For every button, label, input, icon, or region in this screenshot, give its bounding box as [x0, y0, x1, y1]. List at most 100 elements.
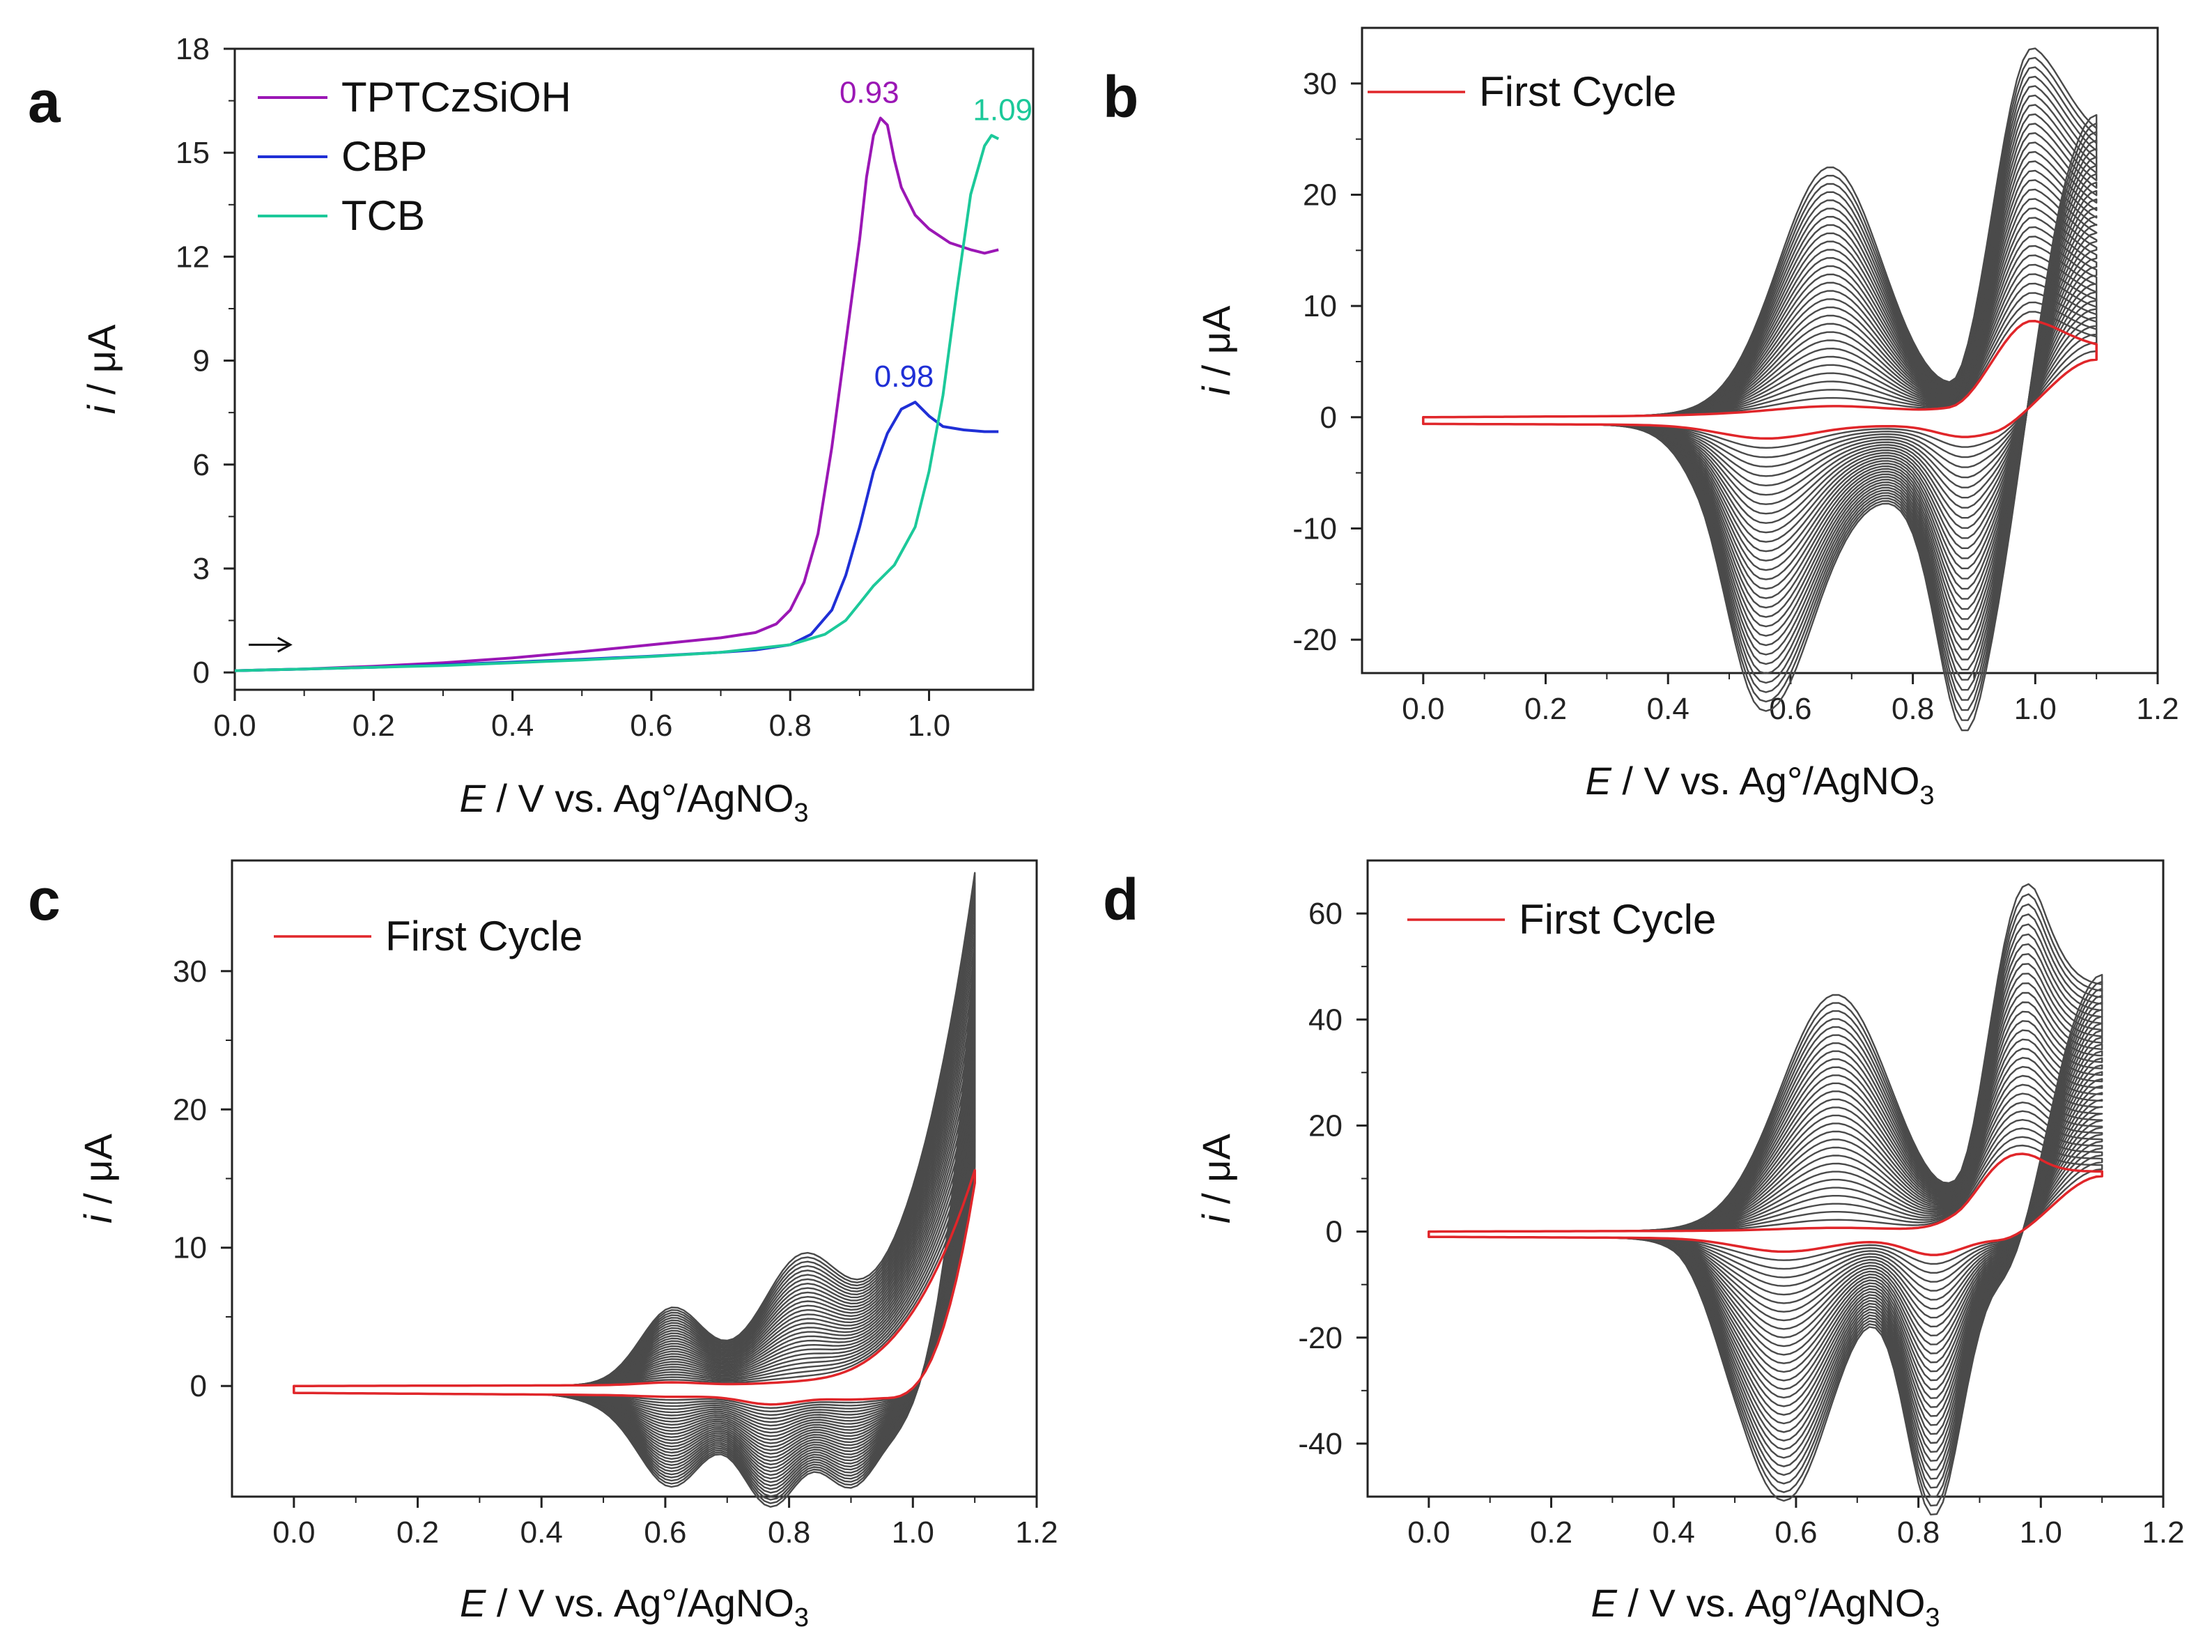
x-tick-label: 1.2: [2142, 1515, 2184, 1550]
peak-value-label: 0.93: [840, 75, 899, 109]
y-tick-label: 40: [1308, 1003, 1343, 1037]
y-tick-label: -20: [1292, 623, 1337, 657]
y-axis-title: i / μA: [76, 1133, 120, 1223]
peak-value-label: 0.98: [874, 360, 934, 394]
x-axis-title-text: / V vs. Ag°/AgNO: [486, 1581, 794, 1625]
panel-d: 0.0 0.2 0.4 0.6 0.8 1.0 1.2 -40 -20 0 20 40 60 E / V …: [1103, 859, 2185, 1632]
x-tick-label: 0.4: [491, 709, 534, 743]
y-axis-title-symbol: i: [1194, 385, 1238, 395]
x-tick-label: 0.2: [396, 1515, 439, 1550]
cycle-trace: [293, 1015, 976, 1458]
plot-frame: [1361, 26, 2159, 674]
y-tick-label: 60: [1308, 897, 1343, 931]
x-tick-label: 0.6: [644, 1515, 686, 1550]
y-axis-title-text: / μA: [1194, 305, 1238, 387]
x-axis-title-subscript: 3: [1925, 1603, 1940, 1632]
x-tick-label: 0.2: [1530, 1515, 1572, 1550]
x-tick-label: 0.6: [1769, 692, 1811, 726]
series-line-cbp: [234, 401, 999, 672]
y-axis-title: i / μA: [1194, 1133, 1238, 1223]
y-axis-title: i / μA: [79, 324, 123, 414]
y-tick-label: 20: [1303, 178, 1337, 212]
x-axis-title-symbol: E: [1585, 759, 1611, 803]
panel-a: 0.0 0.2 0.4 0.6 0.8 1.0 0 3 6 9 12 15 18 E / V vs. Ag…: [28, 32, 1035, 828]
y-tick-label: 6: [193, 448, 210, 482]
x-tick-label: 0.4: [520, 1515, 563, 1550]
cycle-trace: [293, 1026, 976, 1455]
y-tick-label: 30: [173, 955, 207, 989]
panel-letter: c: [28, 867, 61, 932]
y-axis-title-symbol: i: [79, 404, 123, 414]
y-tick-label: 0: [1326, 1215, 1343, 1249]
y-axis-title-text: / μA: [79, 324, 123, 406]
y-tick-label: 10: [1303, 289, 1337, 323]
panel-letter: a: [28, 69, 61, 134]
x-tick-label: 0.0: [1402, 692, 1444, 726]
peak-value-label: 1.09: [973, 93, 1032, 127]
legend-label: First Cycle: [1479, 68, 1676, 115]
x-axis-title-symbol: E: [1591, 1581, 1617, 1625]
legend-label: TPTCzSiOH: [341, 74, 571, 121]
x-axis-title-symbol: E: [459, 776, 486, 820]
cycle-trace: [1428, 1065, 2103, 1345]
x-tick-label: 0.6: [1774, 1515, 1817, 1550]
y-axis-title-symbol: i: [1194, 1214, 1238, 1223]
y-tick-label: 9: [193, 344, 210, 378]
x-tick-label: 0.4: [1647, 692, 1689, 726]
x-tick-label: 1.0: [908, 709, 950, 743]
x-axis-title: E / V vs. Ag°/AgNO3: [1591, 1581, 1940, 1632]
scan-direction-arrowhead: [277, 637, 293, 653]
x-tick-label: 1.2: [1015, 1515, 1058, 1550]
x-axis-title-subscript: 3: [1919, 781, 1934, 810]
y-tick-label: 20: [173, 1093, 207, 1127]
x-tick-label: 0.8: [769, 709, 812, 743]
series-line-tcb: [234, 134, 1000, 672]
x-tick-label: 0.2: [353, 709, 395, 743]
x-axis-title: E / V vs. Ag°/AgNO3: [460, 1581, 809, 1632]
x-axis-title: E / V vs. Ag°/AgNO3: [1585, 759, 1934, 810]
first-cycle-trace: [1428, 1152, 2103, 1256]
y-axis-title-symbol: i: [76, 1214, 120, 1223]
y-tick-label: -40: [1298, 1427, 1343, 1461]
x-axis-title-symbol: E: [460, 1581, 486, 1625]
legend-label: First Cycle: [385, 913, 582, 959]
y-tick-label: 15: [176, 136, 210, 170]
legend-label: First Cycle: [1519, 896, 1716, 943]
panel-letter: b: [1103, 64, 1138, 130]
cycle-trace: [1428, 1056, 2103, 1354]
x-tick-label: 1.2: [2136, 692, 2179, 726]
y-tick-label: 0: [190, 1369, 207, 1403]
legend-label: CBP: [341, 133, 427, 180]
x-tick-label: 0.4: [1653, 1515, 1695, 1550]
cycle-trace: [293, 1035, 976, 1451]
y-axis-title: i / μA: [1194, 305, 1238, 395]
x-tick-label: 0.6: [630, 709, 672, 743]
cycle-trace: [1422, 47, 2098, 732]
x-tick-label: 0.8: [768, 1515, 810, 1550]
y-tick-label: 0: [1320, 401, 1337, 435]
y-tick-label: -10: [1292, 511, 1337, 546]
x-tick-label: 0.0: [1407, 1515, 1450, 1550]
y-tick-label: -20: [1298, 1321, 1343, 1355]
x-axis-title-text: / V vs. Ag°/AgNO: [1617, 1581, 1926, 1625]
y-tick-label: 12: [176, 240, 210, 274]
series-line-tptczsioh: [234, 116, 999, 672]
y-tick-label: 0: [193, 656, 210, 690]
x-tick-label: 1.0: [2020, 1515, 2062, 1550]
x-axis-title: E / V vs. Ag°/AgNO3: [459, 776, 808, 828]
y-tick-label: 18: [176, 32, 210, 66]
x-tick-label: 1.0: [892, 1515, 934, 1550]
cycle-traces: [1428, 883, 2103, 1515]
x-tick-label: 0.0: [272, 1515, 315, 1550]
panel-b: 0.0 0.2 0.4 0.6 0.8 1.0 1.2 -20 -10 0 10 20 30 E / V …: [1103, 26, 2179, 810]
panel-c: 0.0 0.2 0.4 0.6 0.8 1.0 1.2 0 10 20 30 E / V vs. Ag…: [28, 859, 1058, 1632]
x-axis-title-subscript: 3: [794, 1603, 809, 1632]
cycle-traces: [293, 872, 976, 1508]
y-tick-label: 10: [173, 1231, 207, 1265]
x-axis-title-text: / V vs. Ag°/AgNO: [486, 776, 794, 820]
first-cycle-trace: [1422, 320, 2098, 440]
x-axis-title-subscript: 3: [794, 798, 808, 828]
y-tick-label: 20: [1308, 1109, 1343, 1143]
x-tick-label: 0.0: [213, 709, 256, 743]
